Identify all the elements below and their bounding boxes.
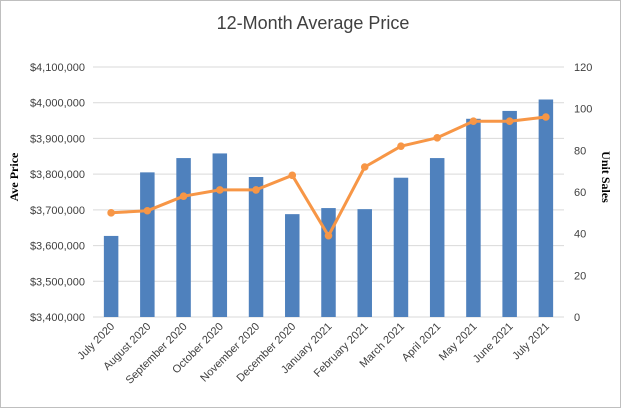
line-point <box>433 134 441 142</box>
right-axis-title: Unit Sales <box>599 151 613 203</box>
line-point <box>288 171 297 180</box>
x-axis-category-label: July 2021 <box>510 321 552 363</box>
bar <box>357 209 372 317</box>
bar <box>285 214 300 317</box>
right-axis-tick-label: 100 <box>574 104 592 116</box>
right-axis-tick-label: 40 <box>574 229 586 241</box>
bar <box>103 235 119 317</box>
left-axis-tick-label: $3,400,000 <box>30 312 85 324</box>
bar <box>140 172 155 317</box>
left-axis-title: Ave Price <box>7 152 21 201</box>
bar <box>212 153 228 317</box>
right-axis-tick-label: 80 <box>574 145 586 157</box>
right-axis: 0 20 40 60 80 100 120 <box>574 62 592 324</box>
left-axis-tick-label: $3,500,000 <box>30 276 85 288</box>
left-axis-tick-label: $3,700,000 <box>30 205 85 217</box>
line-point <box>542 113 550 121</box>
line-point <box>397 142 405 150</box>
line-point <box>216 186 224 194</box>
line-point <box>252 186 260 194</box>
right-axis-tick-label: 0 <box>574 312 580 324</box>
line-series <box>107 113 550 240</box>
left-axis-tick-label: $3,800,000 <box>30 169 85 181</box>
bar <box>393 177 409 317</box>
bar <box>466 118 481 318</box>
left-axis-tick-label: $4,000,000 <box>30 98 85 110</box>
bar <box>429 158 445 317</box>
right-axis-tick-label: 60 <box>574 187 586 199</box>
bar <box>176 158 191 317</box>
line-point <box>469 117 478 125</box>
line-point <box>324 231 333 240</box>
left-axis-tick-label: $4,100,000 <box>30 62 85 74</box>
left-axis-tick-label: $3,900,000 <box>30 133 85 145</box>
line-point <box>360 163 369 171</box>
bar <box>248 177 264 317</box>
left-axis-tick-label: $3,600,000 <box>30 241 85 253</box>
bar <box>538 99 554 317</box>
line-point <box>505 117 514 125</box>
bar-series <box>103 99 554 318</box>
line-point <box>143 206 152 215</box>
x-axis-category-label: September 2020 <box>124 321 190 387</box>
x-axis-category-label: April 2021 <box>400 321 444 365</box>
line-point <box>107 209 115 217</box>
left-axis: $3,400,000 $3,500,000 $3,600,000 $3,700,000… <box>30 62 85 324</box>
right-axis-tick-label: 120 <box>574 62 592 74</box>
right-axis-tick-label: 20 <box>574 270 586 282</box>
line-point <box>179 192 188 200</box>
bar <box>502 110 517 317</box>
chart-title: 12-Month Average Price <box>217 13 410 33</box>
